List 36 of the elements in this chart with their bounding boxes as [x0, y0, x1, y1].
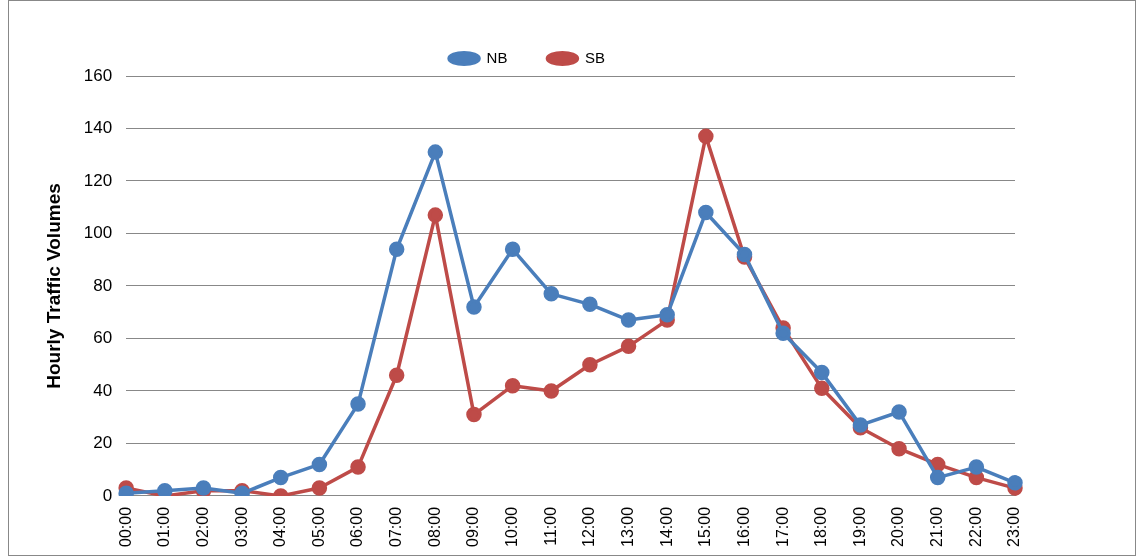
- y-tick-label: 140: [83, 118, 113, 138]
- y-tick-label: 80: [93, 275, 113, 295]
- x-tick-label: 23:00: [1005, 506, 1023, 548]
- y-tick-label: 160: [83, 65, 113, 85]
- y-tick-label: 100: [83, 223, 113, 243]
- y-axis-title: Hourly Traffic Volumes: [42, 183, 64, 389]
- x-tick-label: 14:00: [657, 506, 675, 548]
- x-tick-label: 11:00: [541, 506, 559, 546]
- y-tick-label: 40: [93, 380, 113, 400]
- x-tick-label: 02:00: [193, 506, 211, 548]
- x-tick-label: 05:00: [309, 506, 327, 548]
- x-tick-label: 10:00: [503, 506, 521, 548]
- x-tick-label: 16:00: [734, 506, 752, 548]
- y-tick-label: 60: [93, 328, 113, 348]
- y-tick-label: 0: [102, 485, 113, 505]
- x-tick-label: 18:00: [812, 506, 830, 548]
- x-tick-label: 09:00: [464, 506, 482, 548]
- legend-label: SB: [584, 48, 605, 66]
- x-tick-label: 08:00: [425, 506, 443, 548]
- x-tick-label: 21:00: [928, 506, 946, 548]
- x-tick-label: 01:00: [155, 506, 173, 548]
- x-tick-label: 04:00: [271, 506, 289, 548]
- x-tick-label: 19:00: [850, 506, 868, 548]
- x-tick-label: 13:00: [618, 506, 636, 548]
- x-tick-label: 03:00: [232, 506, 250, 548]
- x-tick-label: 22:00: [966, 506, 984, 548]
- x-tick-label: 12:00: [580, 506, 598, 548]
- x-tick-label: 06:00: [348, 506, 366, 548]
- x-tick-label: 00:00: [116, 506, 134, 548]
- y-tick-label: 20: [93, 433, 113, 453]
- x-tick-label: 17:00: [773, 506, 791, 548]
- x-tick-label: 07:00: [387, 506, 405, 548]
- x-tick-label: 20:00: [889, 506, 907, 548]
- x-tick-label: 15:00: [696, 506, 714, 548]
- y-tick-label: 120: [83, 170, 113, 190]
- legend-label: NB: [486, 48, 508, 66]
